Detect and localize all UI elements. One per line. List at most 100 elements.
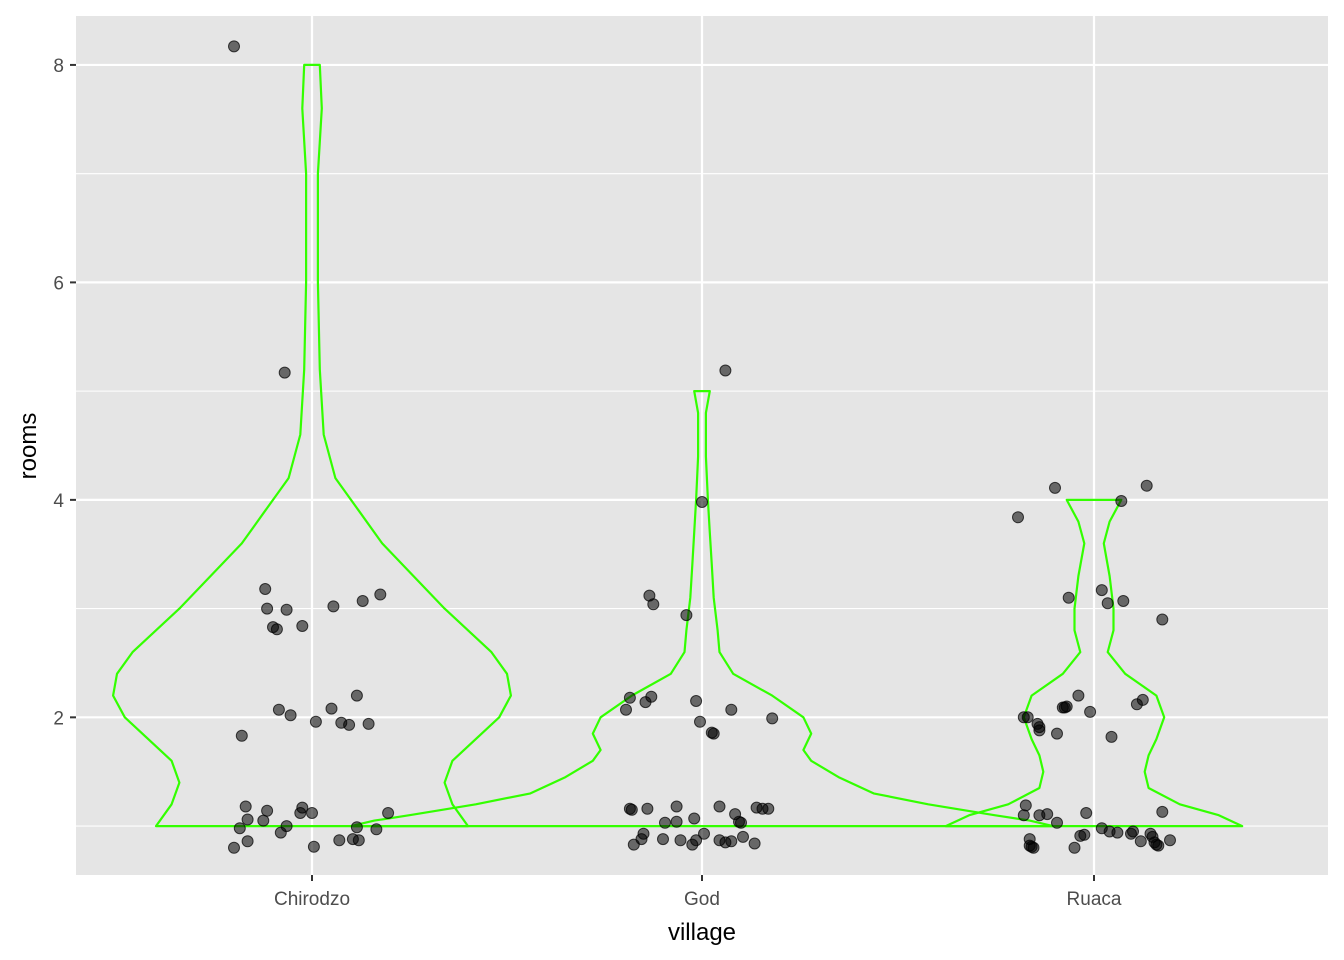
data-point [1156, 613, 1169, 626]
data-point [1105, 730, 1118, 743]
data-point [686, 838, 699, 851]
data-point [670, 815, 683, 828]
data-point [680, 609, 693, 622]
data-point [1111, 826, 1124, 839]
data-point [1095, 584, 1108, 597]
y-tick-label: 6 [53, 273, 64, 294]
data-point [620, 703, 632, 716]
data-point [278, 366, 291, 379]
data-point [713, 800, 726, 813]
data-point [725, 703, 738, 716]
data-point [696, 496, 708, 508]
data-point [690, 695, 703, 707]
y-tick-label: 8 [53, 56, 64, 77]
data-point [350, 689, 363, 702]
data-point [284, 709, 297, 722]
data-point [641, 802, 654, 815]
data-point [228, 841, 240, 854]
data-point [1012, 511, 1024, 524]
data-point [294, 807, 307, 819]
y-axis: 2 4 6 8 [53, 56, 76, 729]
data-point [233, 822, 246, 835]
data-point [272, 703, 285, 716]
data-point [659, 816, 671, 829]
data-point [1033, 724, 1046, 737]
data-point [1164, 834, 1176, 847]
data-point [698, 827, 710, 840]
data-point [1072, 689, 1085, 702]
data-point [280, 603, 293, 616]
data-point [707, 727, 720, 740]
data-point [1021, 711, 1034, 724]
data-point [1117, 595, 1130, 607]
violin-layer [112, 63, 1244, 828]
violin-god [349, 390, 1055, 828]
x-tick-label: God [684, 889, 720, 910]
data-point [670, 800, 683, 813]
data-point [735, 816, 747, 829]
grid-major [76, 16, 1328, 875]
data-point [719, 364, 732, 377]
x-axis-title: village [668, 919, 736, 946]
x-axis: Chirodzo God Ruaca [274, 875, 1122, 910]
data-point [362, 717, 375, 730]
data-point [1080, 807, 1093, 819]
data-point [748, 837, 761, 850]
data-point [1019, 799, 1032, 812]
data-point [688, 812, 701, 825]
point-layer [228, 40, 1176, 854]
data-point [1101, 597, 1114, 610]
violin-ruaca [944, 498, 1244, 828]
data-point [325, 702, 338, 715]
data-point [306, 807, 318, 819]
data-point [296, 620, 309, 632]
data-point [647, 598, 660, 611]
data-point [1062, 591, 1075, 604]
data-point [1084, 705, 1097, 718]
data-point [1051, 727, 1063, 740]
data-point [694, 715, 706, 728]
data-point [382, 807, 395, 819]
data-point [352, 834, 365, 847]
data-point [270, 623, 283, 636]
data-point [674, 834, 687, 847]
data-point [1049, 481, 1061, 494]
data-point [1068, 841, 1081, 854]
y-tick-label: 4 [53, 491, 64, 512]
x-tick-label: Ruaca [1067, 889, 1122, 910]
data-point [1041, 808, 1054, 821]
data-point [309, 715, 322, 728]
data-point [274, 826, 287, 839]
data-point [1156, 805, 1169, 818]
data-point [374, 588, 387, 601]
data-point [370, 823, 383, 836]
data-point [259, 583, 272, 595]
data-point [228, 40, 240, 53]
data-point [356, 595, 369, 607]
data-point [627, 838, 640, 851]
data-point [257, 814, 270, 827]
data-point [657, 833, 669, 846]
data-point [725, 835, 738, 848]
violin-chirodzo [112, 63, 512, 828]
data-point [235, 729, 248, 742]
data-point [343, 718, 356, 731]
data-point [261, 602, 274, 615]
data-point [239, 800, 252, 813]
data-point [625, 803, 638, 816]
data-point [639, 696, 652, 709]
data-point [1130, 698, 1143, 711]
data-point [1060, 700, 1073, 713]
data-point [241, 835, 254, 848]
data-point [1127, 825, 1139, 838]
data-point [1115, 495, 1128, 507]
y-axis-title: rooms [15, 413, 42, 480]
data-point [1017, 809, 1030, 822]
data-point [1074, 829, 1087, 842]
data-point [623, 691, 636, 704]
data-point [1134, 835, 1147, 848]
data-point [333, 834, 346, 847]
x-tick-label: Chirodzo [274, 889, 350, 910]
data-point [766, 712, 779, 725]
